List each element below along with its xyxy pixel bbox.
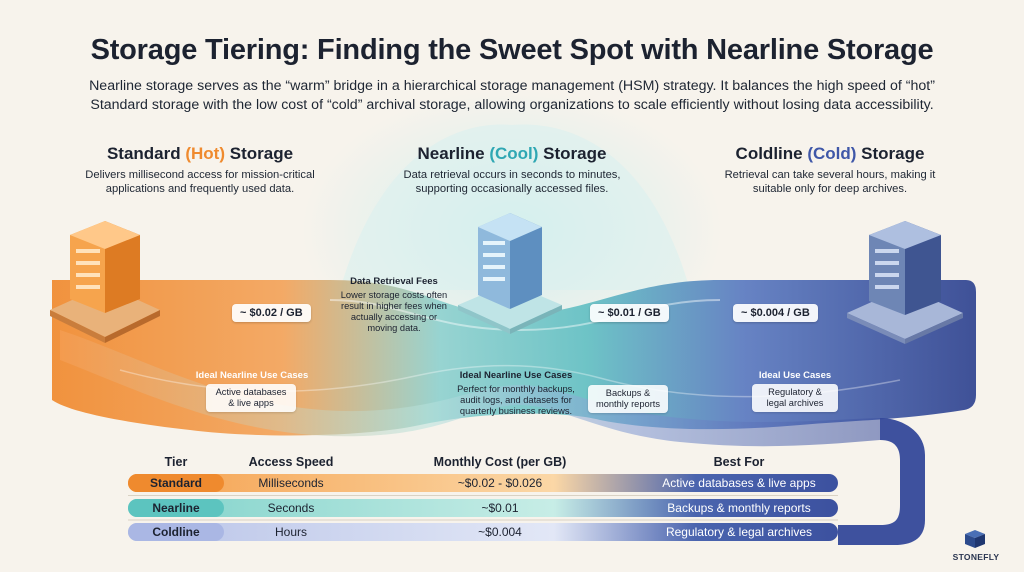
table-header-tier: Tier [164,455,188,469]
table-cell-monthly-cost: ~$0.01 [481,501,519,515]
table-cell-best-for: Backups & monthly reports [667,501,811,515]
coldline-desc-line: Retrieval can take several hours, making… [724,169,936,181]
page-subtitle: Nearline storage serves as the “warm” br… [89,78,935,113]
retrieval-fees-title: Data Retrieval Fees [350,276,438,287]
table-header-best-for: Best For [713,455,765,469]
table-cell-best-for: Regulatory & legal archives [665,525,813,539]
nearline-use-cases-text: Perfect for monthly backups, audit logs,… [436,384,596,417]
coldline-tier-description: Retrieval can take several hours, making… [690,168,970,196]
retrieval-fees-line: actually accessing or [350,312,438,322]
stonefly-logo-icon [965,530,985,548]
nearline-heading-suffix: Storage [538,144,607,163]
table-cell-access-speed: Seconds [267,501,315,515]
page-title: Storage Tiering: Finding the Sweet Spot … [90,34,934,66]
table-row-coldline: Coldline Hours ~$0.004 Regulatory & lega… [128,523,838,541]
cool-server-icon [458,213,562,334]
standard-use-case-chip: Active databases & live apps [206,384,296,412]
coldline-use-cases-title: Ideal Use Cases [758,370,832,381]
nearline-chip-line: Backups & [605,388,651,398]
nearline-heading-text: Nearline [417,144,490,163]
nearline-desc-line: Data retrieval occurs in seconds to minu… [403,169,621,181]
retrieval-fees-note: Data Retrieval Fees Lower storage costs … [330,276,458,334]
table-cell-tier: Nearline [152,501,200,515]
coldline-tier-heading: Coldline (Cold) Storage [700,144,960,164]
standard-price-tag: ~ $0.02 / GB [232,304,311,322]
coldline-heading-accent: (Cold) [807,144,857,163]
coldline-desc-line: suitable only for deep archives. [752,183,908,195]
table-row-standard: Standard Milliseconds ~$0.02 - $0.026 Ac… [128,474,838,492]
cold-server-icon [847,221,963,344]
table-cell-monthly-cost: ~$0.004 [478,525,522,539]
nearline-use-case-line: audit logs, and datasets for [460,395,572,405]
retrieval-fees-line: Lower storage costs often [340,290,448,300]
nearline-chip-line: monthly reports [595,399,661,409]
table-cell-tier: Standard [149,476,202,490]
retrieval-fees-text: Lower storage costs often result in high… [330,290,458,334]
nearline-use-cases-title: Ideal Nearline Use Cases [459,370,573,381]
nearline-price-tag: ~ $0.01 / GB [590,304,669,322]
coldline-use-case-chip: Regulatory & legal archives [752,384,838,412]
coldline-use-case-line: legal archives [766,398,824,408]
standard-desc-line: Delivers millisecond access for mission-… [85,169,315,181]
table-cell-tier: Coldline [152,525,200,539]
coldline-use-case-line: Regulatory & [768,387,822,397]
nearline-heading-accent: (Cool) [489,144,539,163]
standard-use-case-line: & live apps [228,398,274,408]
table-row-nearline: Nearline Seconds ~$0.01 Backups & monthl… [128,499,838,517]
nearline-tier-heading: Nearline (Cool) Storage [382,144,642,164]
nearline-use-case-chip: Backups & monthly reports [588,385,668,413]
table-header-monthly-cost: Monthly Cost (per GB) [433,455,567,469]
standard-use-cases-title: Ideal Nearline Use Cases [195,370,309,381]
nearline-use-case-line: Perfect for monthly backups, [457,384,575,394]
table-cell-monthly-cost: ~$0.02 - $0.026 [457,476,543,490]
retrieval-fees-line: result in higher fees when [341,301,447,311]
coldline-price-tag: ~ $0.004 / GB [733,304,818,322]
standard-heading-text: Standard [106,144,186,163]
nearline-desc-line: supporting occasionally accessed files. [415,183,609,195]
coldline-heading-text: Coldline [735,144,808,163]
standard-tier-description: Delivers millisecond access for mission-… [60,168,340,196]
nearline-tier-description: Data retrieval occurs in seconds to minu… [372,168,652,196]
standard-tier-heading: Standard (Hot) Storage [70,144,330,164]
standard-heading-suffix: Storage [225,144,294,163]
standard-heading-accent: (Hot) [185,144,226,163]
standard-desc-line: applications and frequently used data. [105,183,295,195]
nearline-use-case-line: quarterly business reviews. [459,406,573,416]
table-header-access-speed: Access Speed [248,455,334,469]
coldline-heading-suffix: Storage [856,144,925,163]
hot-server-icon [50,221,160,343]
brand-name: STONEFLY [952,552,1000,562]
standard-use-case-line: Active databases [215,387,287,397]
table-cell-access-speed: Milliseconds [258,476,324,490]
table-cell-access-speed: Hours [274,525,307,539]
table-cell-best-for: Active databases & live apps [662,476,816,490]
retrieval-fees-line: moving data. [367,323,421,333]
